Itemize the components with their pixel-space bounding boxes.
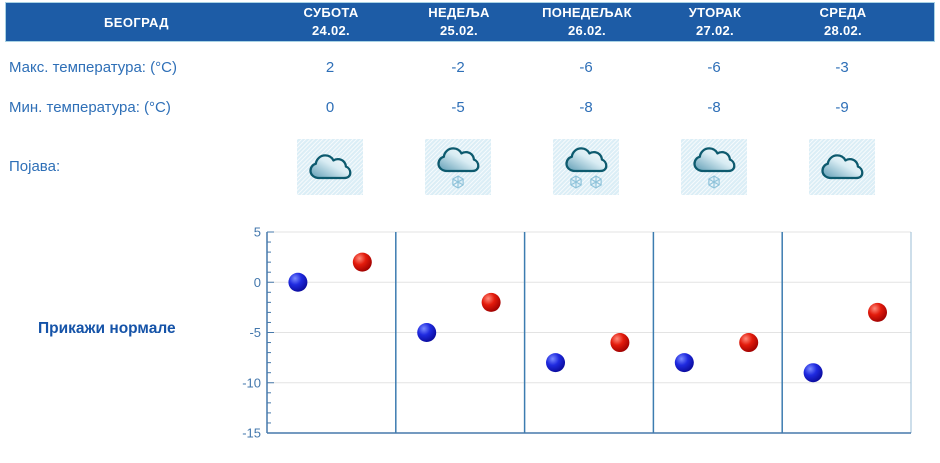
day-name: НЕДЕЉА bbox=[428, 4, 490, 20]
cloud-glyph bbox=[821, 154, 864, 180]
temperature-chart: 5 0 -5 -10 -15 bbox=[242, 225, 912, 441]
snowflake-glyph bbox=[590, 174, 602, 189]
max-temp-point bbox=[868, 302, 888, 322]
snowflakes bbox=[707, 174, 721, 189]
city-name: БЕОГРАД bbox=[104, 14, 169, 30]
cloud-glyph bbox=[693, 147, 736, 173]
day-date: 26.02. bbox=[568, 23, 606, 38]
cloud-light-snow-icon bbox=[681, 138, 747, 195]
min-temp-label: Мин. температура: (°C) bbox=[9, 99, 171, 116]
snowflakes bbox=[451, 174, 465, 189]
cloud-snow-icon bbox=[553, 138, 619, 195]
max-temp-value: -3 bbox=[835, 59, 849, 76]
snowflake-glyph bbox=[708, 174, 720, 189]
cloudy-icon bbox=[297, 138, 363, 195]
min-temp-value: 0 bbox=[325, 99, 335, 116]
phenomena-label: Појава: bbox=[9, 158, 61, 175]
day-name: СРЕДА bbox=[819, 4, 867, 20]
show-normals-link[interactable]: Прикажи нормале bbox=[38, 320, 176, 337]
min-temp-point bbox=[417, 323, 437, 342]
snowflakes bbox=[569, 174, 603, 189]
day-date: 28.02. bbox=[824, 23, 862, 38]
max-temp-label: Макс. температура: (°C) bbox=[9, 59, 177, 76]
forecast-header: БЕОГРАД СУБОТА 24.02. НЕДЕЉА 25.02. ПОНЕ… bbox=[5, 2, 935, 42]
min-temp-row: Мин. температура: (°C) 0 -5 -8 -8 -9 bbox=[5, 98, 935, 118]
cloud-glyph bbox=[309, 154, 352, 180]
max-temp-value: 2 bbox=[325, 59, 335, 76]
min-temp-point bbox=[288, 272, 308, 292]
phenomena-row: Појава: bbox=[5, 138, 935, 195]
day-name: УТОРАК bbox=[688, 4, 742, 20]
day-header-saturday: СУБОТА 24.02. bbox=[267, 4, 395, 40]
day-header-sunday: НЕДЕЉА 25.02. bbox=[395, 4, 523, 40]
y-axis-tick-label: -15 bbox=[242, 426, 261, 441]
min-temp-point bbox=[674, 353, 694, 373]
max-temp-value: -2 bbox=[451, 59, 465, 76]
min-temp-point bbox=[546, 353, 566, 373]
cloud-glyph bbox=[437, 147, 480, 173]
min-temp-value: -8 bbox=[707, 99, 721, 116]
y-axis-tick-label: -5 bbox=[249, 325, 261, 340]
max-temp-point bbox=[739, 333, 759, 353]
day-date: 27.02. bbox=[696, 23, 734, 38]
day-header-monday: ПОНЕДЕЉАК 26.02. bbox=[523, 4, 651, 40]
min-temp-point bbox=[803, 363, 823, 383]
snowflake-glyph bbox=[570, 174, 582, 189]
min-temp-value: -8 bbox=[579, 99, 593, 116]
max-temp-point bbox=[610, 333, 630, 353]
day-name: СУБОТА bbox=[303, 4, 359, 20]
min-temp-value: -5 bbox=[451, 99, 465, 116]
day-header-tuesday: УТОРАК 27.02. bbox=[651, 4, 779, 40]
cloudy-icon bbox=[809, 138, 875, 195]
y-axis-tick-label: -10 bbox=[242, 375, 261, 390]
day-date: 24.02. bbox=[312, 23, 350, 38]
max-temp-value: -6 bbox=[579, 59, 593, 76]
day-name: ПОНЕДЕЉАК bbox=[542, 4, 632, 20]
snowflake-glyph bbox=[452, 174, 464, 189]
cloud-glyph bbox=[565, 147, 608, 173]
max-temp-value: -6 bbox=[707, 59, 721, 76]
max-temp-point bbox=[481, 292, 501, 312]
day-header-wednesday: СРЕДА 28.02. bbox=[779, 4, 907, 40]
y-axis-tick-label: 0 bbox=[254, 275, 261, 290]
day-date: 25.02. bbox=[440, 23, 478, 38]
y-axis-tick-label: 5 bbox=[254, 225, 261, 240]
cloud-light-snow-icon bbox=[425, 138, 491, 195]
max-temp-row: Макс. температура: (°C) 2 -2 -6 -6 -3 bbox=[5, 58, 935, 78]
min-temp-value: -9 bbox=[835, 99, 849, 116]
max-temp-point bbox=[352, 252, 372, 272]
